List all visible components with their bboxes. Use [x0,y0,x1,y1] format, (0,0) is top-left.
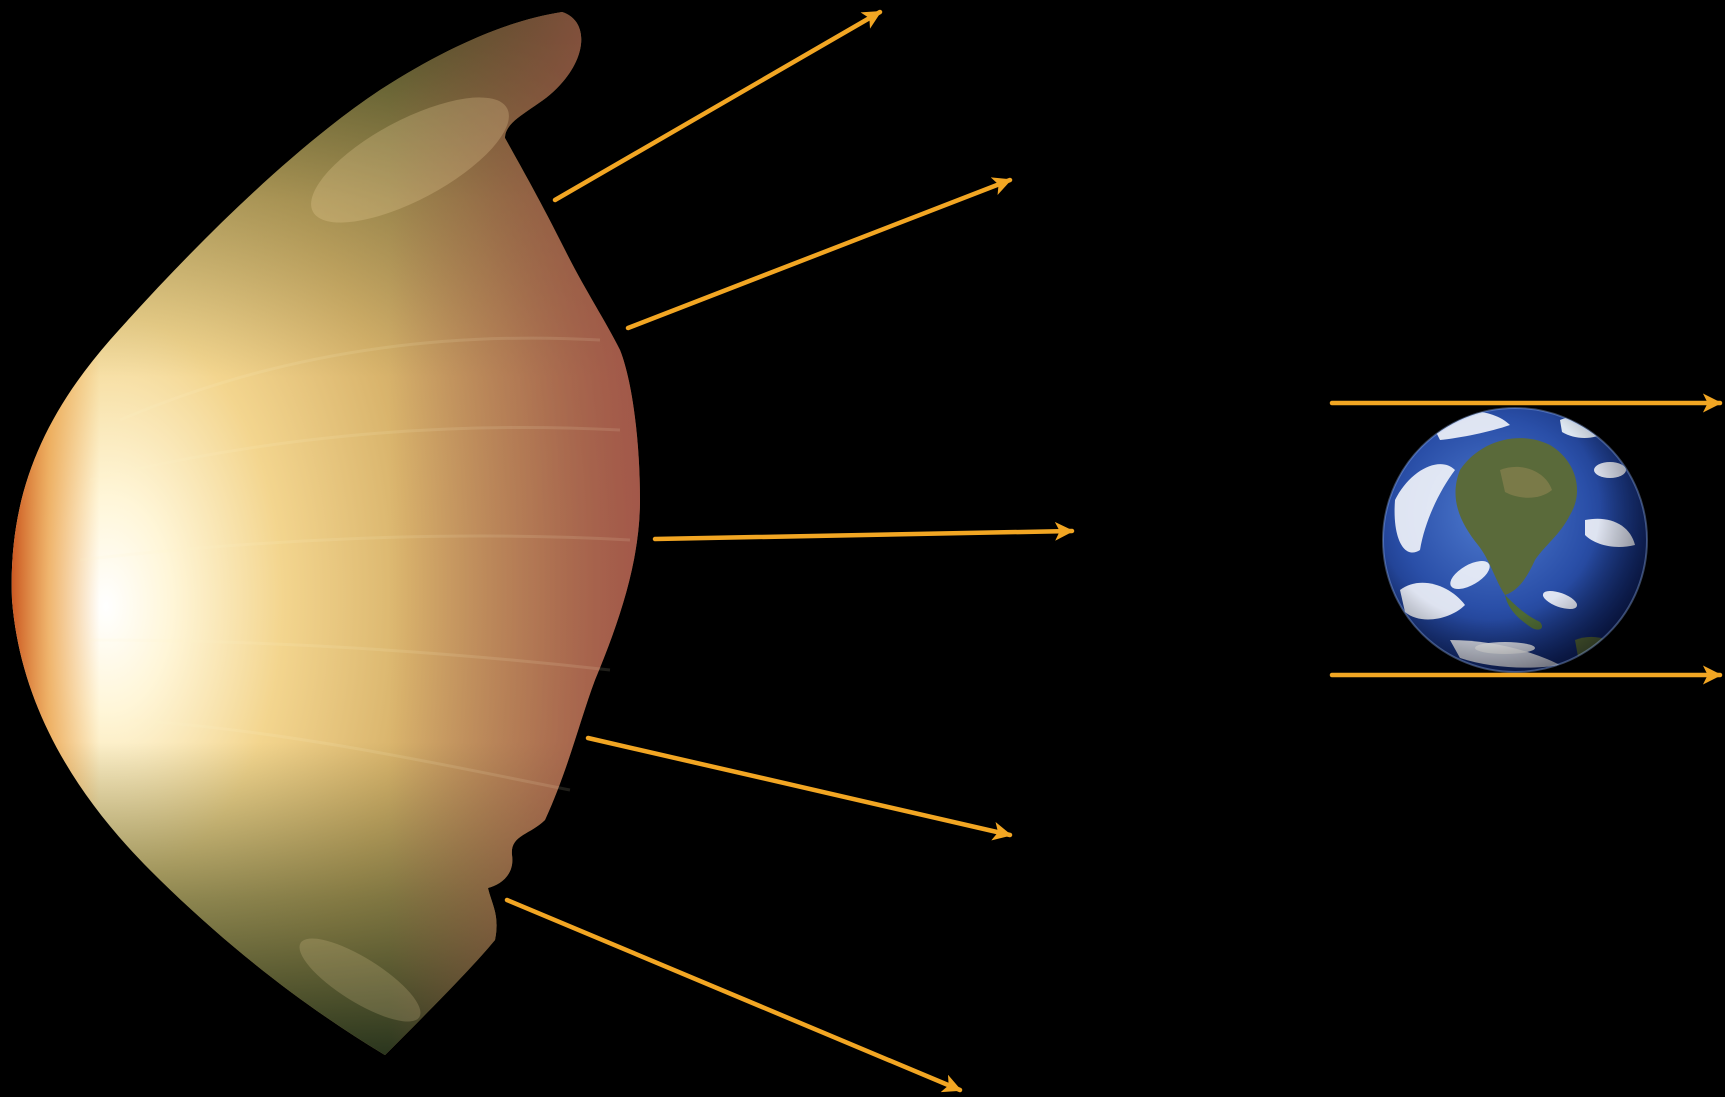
sun-surface-icon [11,12,641,1055]
ray-5 [504,897,963,1093]
ray-4 [585,735,1013,841]
solar-rays [504,9,1075,1093]
ray-2 [625,177,1013,331]
parallel-rays [1329,393,1723,685]
earth-globe-icon [1382,407,1648,673]
ray-3 [652,521,1075,542]
ray-1 [552,9,883,203]
